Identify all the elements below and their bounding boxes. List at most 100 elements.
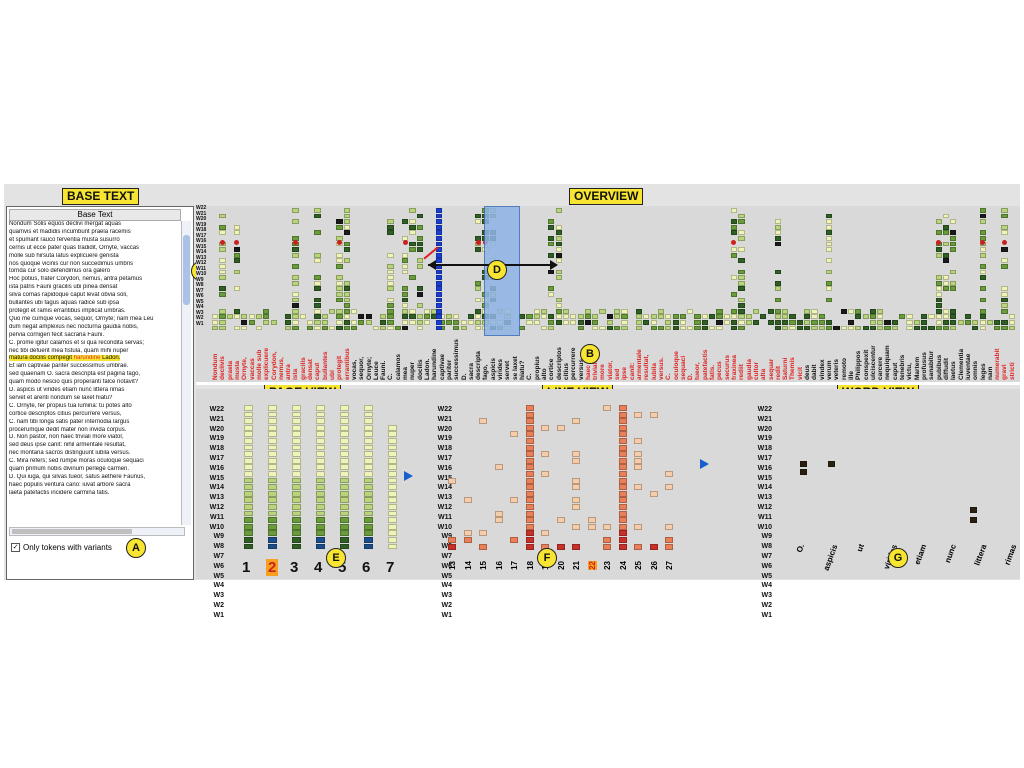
- overview-variant-cell[interactable]: [336, 252, 343, 258]
- overview-variant-cell[interactable]: [233, 269, 241, 275]
- overview-variant-cell[interactable]: [336, 320, 343, 325]
- overview-variant-cell[interactable]: [285, 314, 292, 320]
- base-text-line[interactable]: pervia cornigeri fecit sacraria Fauni.: [9, 331, 105, 338]
- page-variant-cell[interactable]: [388, 424, 397, 431]
- overview-word-label[interactable]: aspicis: [489, 357, 497, 380]
- overview-variant-cell[interactable]: [738, 314, 745, 320]
- page-variant-cell[interactable]: [364, 484, 373, 490]
- page-variant-cell[interactable]: [316, 504, 325, 510]
- overview-variant-cell[interactable]: [548, 236, 555, 241]
- overview-variant-cell[interactable]: [723, 320, 730, 325]
- page-variant-cell[interactable]: [364, 543, 373, 550]
- line-variant-cell[interactable]: [525, 411, 534, 418]
- line-variant-cell[interactable]: [525, 405, 534, 411]
- page-variant-cell[interactable]: [364, 405, 373, 411]
- overview-variant-cell[interactable]: [942, 224, 950, 230]
- line-number-label[interactable]: 14: [463, 561, 473, 570]
- page-variant-cell[interactable]: [244, 464, 253, 471]
- overview-word-label[interactable]: viator,: [606, 360, 614, 380]
- overview-variant-cell[interactable]: [548, 241, 555, 247]
- overview-highlighted-cell[interactable]: [436, 208, 442, 213]
- overview-word-label[interactable]: deus: [804, 364, 811, 380]
- overview-word-label[interactable]: ulciscentur: [869, 345, 877, 380]
- overview-variant-cell[interactable]: [219, 247, 226, 252]
- overview-variant-cell[interactable]: [738, 247, 745, 252]
- page-variant-cell[interactable]: [244, 517, 253, 523]
- line-variant-cell[interactable]: [634, 484, 642, 491]
- overview-variant-cell[interactable]: [292, 264, 299, 269]
- overview-variant-cell[interactable]: [804, 308, 811, 314]
- line-variant-cell[interactable]: [525, 438, 534, 444]
- overview-variant-cell[interactable]: [314, 208, 321, 213]
- overview-variant-cell[interactable]: [409, 275, 416, 280]
- overview-highlighted-cell[interactable]: [436, 308, 442, 314]
- overview-variant-cell[interactable]: [343, 308, 350, 314]
- page-variant-cell[interactable]: [244, 484, 253, 490]
- overview-variant-cell[interactable]: [241, 320, 248, 325]
- overview-variant-cell[interactable]: [972, 320, 979, 325]
- overview-variant-cell[interactable]: [343, 286, 350, 292]
- overview-word-label[interactable]: stricti: [1008, 362, 1016, 380]
- overview-word-label[interactable]: gaudia: [745, 359, 753, 380]
- page-variant-cell[interactable]: [364, 438, 373, 444]
- overview-variant-cell[interactable]: [380, 320, 387, 325]
- overview-variant-cell[interactable]: [314, 286, 321, 292]
- base-text-line[interactable]: et spumant rauco ferventia musta susurro: [9, 236, 120, 243]
- line-variant-cell[interactable]: [541, 451, 549, 458]
- overview-variant-cell[interactable]: [1001, 230, 1008, 236]
- overview-variant-cell[interactable]: [555, 247, 562, 252]
- overview-variant-cell[interactable]: [402, 320, 409, 325]
- overview-variant-cell[interactable]: [942, 241, 950, 247]
- overview-word-label[interactable]: pariter: [445, 359, 453, 380]
- overview-variant-cell[interactable]: [738, 303, 745, 308]
- overview-variant-cell[interactable]: [979, 219, 986, 224]
- page-variant-cell[interactable]: [244, 523, 253, 530]
- overview-variant-cell[interactable]: [921, 320, 928, 325]
- overview-variant-cell[interactable]: [219, 224, 226, 230]
- overview-variant-cell[interactable]: [212, 325, 219, 331]
- overview-word-label[interactable]: armentale: [635, 349, 643, 380]
- overview-variant-cell[interactable]: [1001, 325, 1008, 331]
- line-variant-cell[interactable]: [587, 517, 596, 524]
- overview-word-label[interactable]: versus.: [657, 357, 665, 380]
- overview-variant-cell[interactable]: [942, 258, 950, 264]
- line-variant-cell[interactable]: [494, 464, 503, 471]
- line-variant-cell[interactable]: [665, 471, 673, 477]
- page-variant-cell[interactable]: [316, 490, 325, 497]
- overview-variant-cell[interactable]: [307, 320, 314, 325]
- overview-word-label[interactable]: profusus: [921, 352, 928, 380]
- line-variant-cell[interactable]: [525, 477, 534, 484]
- overview-variant-cell[interactable]: [811, 320, 818, 325]
- overview-variant-cell[interactable]: [935, 325, 942, 331]
- overview-variant-cell[interactable]: [292, 219, 299, 224]
- overview-highlighted-cell[interactable]: [436, 230, 442, 236]
- overview-variant-cell[interactable]: [942, 308, 950, 314]
- overview-variant-cell[interactable]: [416, 236, 423, 241]
- overview-variant-cell[interactable]: [219, 292, 226, 297]
- page-variant-cell[interactable]: [292, 471, 301, 477]
- overview-variant-cell[interactable]: [475, 320, 482, 325]
- line-variant-cell[interactable]: [649, 490, 658, 497]
- overview-variant-cell[interactable]: [343, 325, 350, 331]
- overview-word-label[interactable]: resultat,: [643, 354, 651, 380]
- page-variant-cell[interactable]: [292, 464, 301, 471]
- overview-variant-cell[interactable]: [1008, 320, 1015, 325]
- overview-word-label[interactable]: musta: [233, 360, 241, 380]
- overview-variant-cell[interactable]: [548, 314, 555, 320]
- overview-variant-cell[interactable]: [738, 213, 745, 219]
- overview-variant-cell[interactable]: [826, 258, 833, 264]
- overview-variant-cell[interactable]: [548, 252, 555, 258]
- overview-variant-cell[interactable]: [730, 320, 738, 325]
- overview-variant-cell[interactable]: [402, 308, 409, 314]
- overview-variant-cell[interactable]: [365, 314, 372, 320]
- overview-variant-cell[interactable]: [760, 314, 767, 320]
- overview-variant-cell[interactable]: [336, 275, 343, 280]
- overview-variant-cell[interactable]: [263, 320, 270, 325]
- page-variant-cell[interactable]: [388, 438, 397, 444]
- overview-variant-cell[interactable]: [672, 314, 679, 320]
- overview-variant-cell[interactable]: [292, 208, 299, 213]
- overview-variant-cell[interactable]: [394, 325, 401, 331]
- overview-variant-cell[interactable]: [818, 320, 825, 325]
- overview-variant-cell[interactable]: [694, 320, 701, 325]
